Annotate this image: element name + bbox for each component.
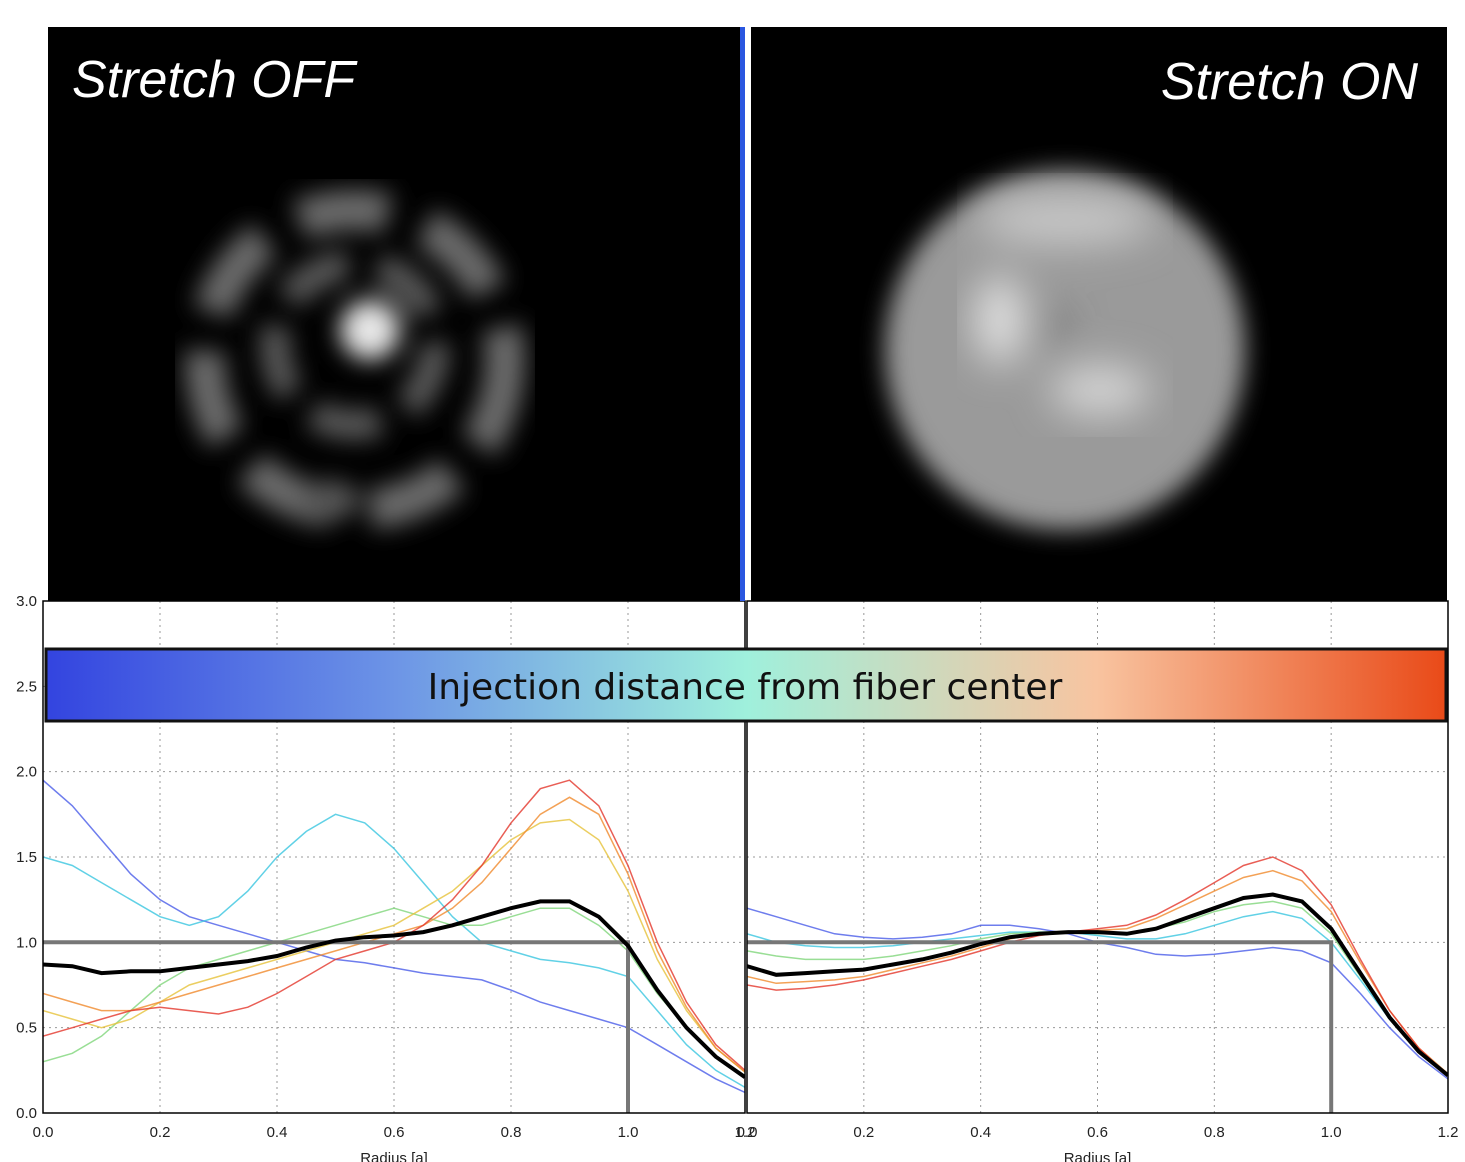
line-series bbox=[747, 856, 1448, 1077]
x-tick-label: 0.8 bbox=[1204, 1124, 1225, 1141]
images: Stretch OFF Stretch ON bbox=[48, 27, 1447, 601]
line-series bbox=[43, 899, 745, 1079]
x-tick-label: 0.4 bbox=[970, 1124, 991, 1141]
x-tick-label: 0.8 bbox=[501, 1124, 522, 1141]
colorbar: Injection distance from fiber center bbox=[44, 647, 1448, 723]
image-label: Stretch OFF bbox=[72, 51, 358, 109]
x-tick-label: 0.6 bbox=[384, 1124, 405, 1141]
line-series bbox=[747, 892, 1448, 1078]
line-series bbox=[43, 940, 630, 1113]
y-tick-label: 2.5 bbox=[16, 678, 37, 695]
x-tick-label: 0.4 bbox=[267, 1124, 288, 1141]
x-tick-label: 1.0 bbox=[618, 1124, 639, 1141]
divider bbox=[740, 27, 745, 601]
x-tick-label: 0.2 bbox=[150, 1124, 171, 1141]
y-tick-label: 1.0 bbox=[16, 934, 37, 951]
y-tick-label: 0.0 bbox=[16, 1105, 37, 1122]
colorbar-rect bbox=[44, 647, 1448, 723]
x-axis-label: Radius [a] bbox=[360, 1150, 428, 1162]
y-tick-label: 1.5 bbox=[16, 849, 37, 866]
x-tick-label: 0.0 bbox=[737, 1124, 758, 1141]
colorbar-label: Injection distance from fiber center bbox=[428, 667, 1063, 708]
image-label: Stretch ON bbox=[1161, 53, 1419, 111]
x-tick-label: 1.2 bbox=[1438, 1124, 1459, 1141]
speckle-on bbox=[885, 170, 1245, 530]
y-tick-label: 2.0 bbox=[16, 764, 37, 781]
y-tick-label: 0.5 bbox=[16, 1020, 37, 1037]
x-tick-label: 0.2 bbox=[853, 1124, 874, 1141]
y-tick-label: 3.0 bbox=[16, 593, 37, 610]
line-series bbox=[747, 940, 1334, 1113]
x-tick-label: 0.6 bbox=[1087, 1124, 1108, 1141]
x-tick-label: 1.0 bbox=[1321, 1124, 1342, 1141]
x-tick-label: 0.0 bbox=[33, 1124, 54, 1141]
x-tick-label: 1.2 bbox=[735, 1124, 756, 1141]
speckle-off bbox=[185, 190, 525, 530]
x-axis-label: Radius [a] bbox=[1064, 1150, 1132, 1162]
